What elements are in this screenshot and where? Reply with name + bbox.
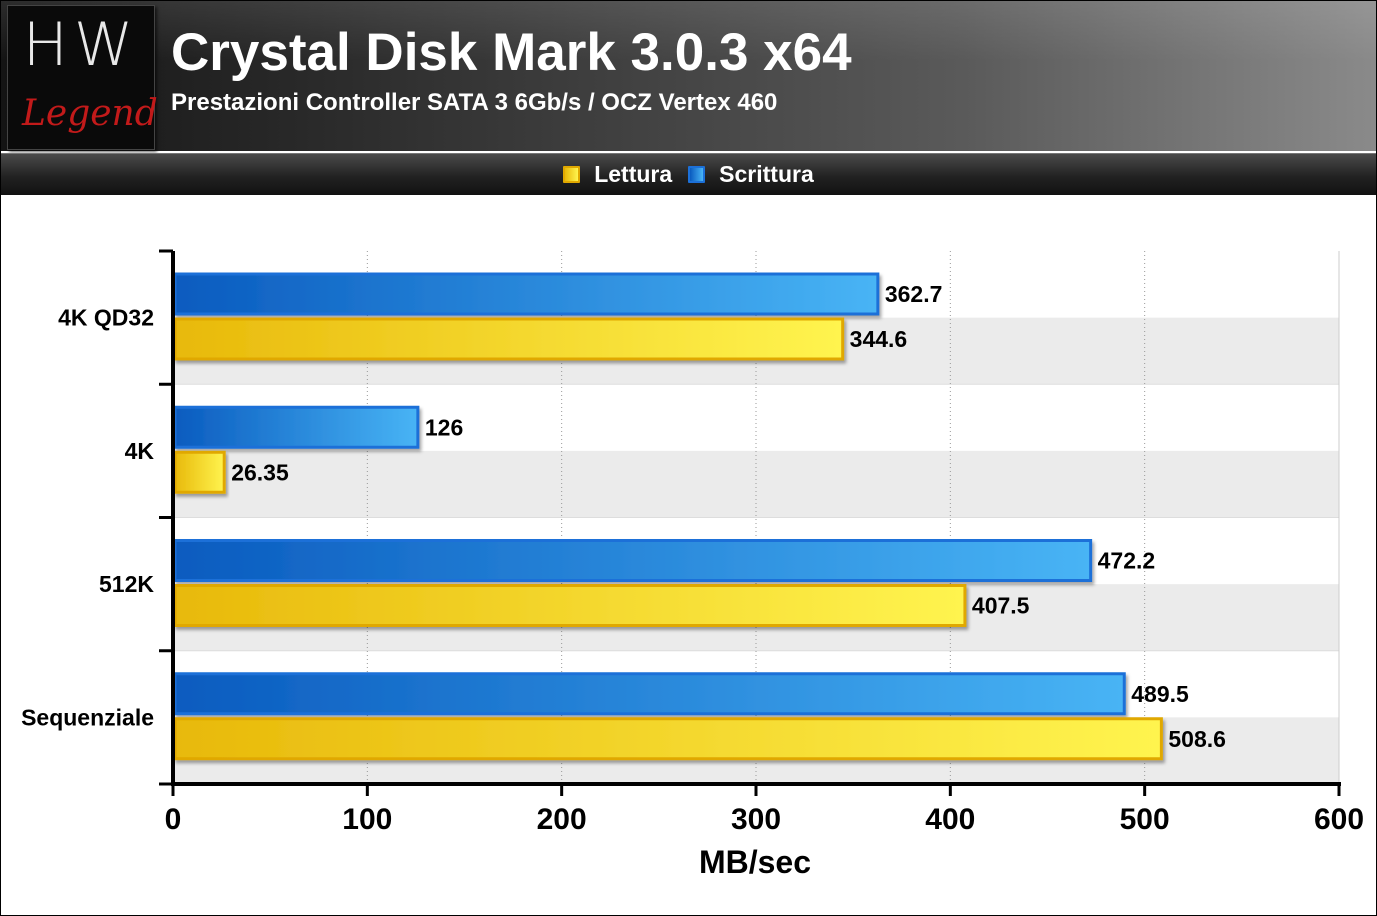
data-label-read: 344.6: [850, 326, 908, 352]
bar-read: [173, 317, 845, 361]
bar-read: [173, 717, 1163, 761]
bar-write: [173, 672, 1126, 716]
legend-item-write: Scrittura: [688, 161, 814, 188]
data-label-read: 407.5: [972, 593, 1030, 619]
x-tick-label: 300: [731, 803, 781, 836]
bar-read: [173, 450, 226, 494]
chart-header: HW Legend Crystal Disk Mark 3.0.3 x64 Pr…: [1, 1, 1376, 151]
header-shine: [1, 1, 1376, 61]
bar-read: [173, 584, 967, 627]
data-label-read: 26.35: [231, 459, 289, 485]
bar-write: [173, 272, 880, 316]
data-label-write: 362.7: [885, 281, 943, 307]
legend-bar: Lettura Scrittura: [1, 153, 1376, 195]
x-tick-label: 600: [1314, 803, 1364, 836]
bar-write: [173, 539, 1093, 582]
y-tick-label: 4K: [125, 438, 155, 464]
legend-swatch-write: [688, 166, 706, 183]
x-tick-label: 400: [925, 803, 975, 836]
x-tick-label: 0: [165, 803, 182, 836]
x-axis-title: MB/sec: [699, 844, 811, 880]
data-label-read: 508.6: [1168, 726, 1226, 752]
legend-swatch-read: [563, 166, 581, 183]
bar-write: [173, 405, 420, 449]
x-tick-label: 100: [342, 803, 392, 836]
logo-top-text: HW: [22, 10, 140, 80]
data-label-write: 472.2: [1098, 548, 1156, 574]
chart-title: Crystal Disk Mark 3.0.3 x64: [171, 23, 852, 82]
y-tick-label: Sequenziale: [21, 704, 154, 730]
y-tick-label: 512K: [99, 571, 154, 597]
chart-subtitle: Prestazioni Controller SATA 3 6Gb/s / OC…: [171, 89, 778, 116]
x-tick-label: 500: [1120, 803, 1170, 836]
x-tick-label: 200: [537, 803, 587, 836]
y-tick-label: 4K QD32: [58, 305, 154, 331]
logo-bottom-text: Legend: [22, 93, 158, 134]
legend-label-read: Lettura: [594, 161, 673, 187]
bar-chart: 362.7 126 472.2 489.5 344.6 26.35 407.5 508.6 4K…: [21, 249, 1364, 880]
hwlegend-logo: HW Legend: [7, 5, 158, 150]
legend: Lettura Scrittura: [1, 154, 1376, 195]
data-label-write: 126: [425, 414, 463, 440]
data-label-write: 489.5: [1131, 681, 1189, 707]
legend-item-read: Lettura: [563, 161, 672, 188]
legend-label-write: Scrittura: [719, 161, 814, 187]
category-band: [173, 450, 1339, 518]
